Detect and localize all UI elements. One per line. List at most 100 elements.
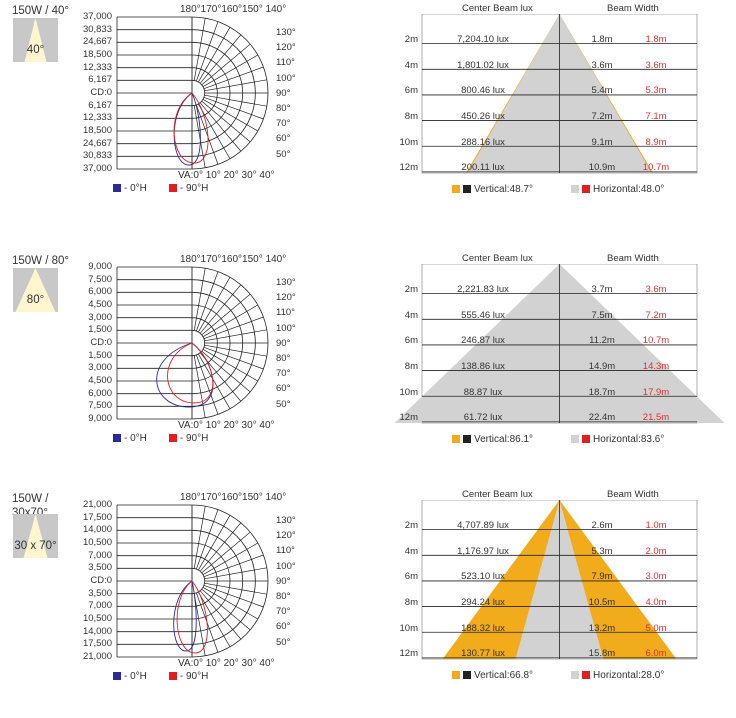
center-lux-value: 555.46 lux (461, 309, 505, 321)
polar-spoke (203, 347, 264, 370)
polar-spoke (203, 316, 264, 339)
angle-label: 120° (276, 292, 296, 304)
polar-top-angles: 180°170°160°150° 140° (180, 254, 287, 265)
cd-tick-label: 18,500 (82, 49, 112, 60)
polar-spoke (204, 79, 267, 92)
center-lux-value: 61.72 lux (463, 412, 503, 424)
polar-spoke (196, 271, 219, 332)
polar-spoke (199, 34, 242, 84)
center-lux-value: 188.32 lux (461, 622, 505, 634)
legend-vertical-label: Vertical:66.8° (474, 670, 534, 681)
cd-tick-label: CD:0 (90, 575, 112, 586)
beam-width-vertical: 14.9m (588, 360, 616, 372)
distance-label: 2m (404, 284, 418, 295)
curve-90h (167, 342, 214, 404)
thumbnail-label: 30 x 70° (14, 540, 57, 552)
angle-label: 80° (276, 353, 291, 364)
light-cone-icon (15, 268, 56, 312)
angle-label: 110° (276, 545, 295, 557)
beam-angle-thumbnail: 40° (13, 18, 58, 62)
polar-plot (116, 504, 269, 658)
beam-diagram (421, 500, 698, 660)
center-beam-header: Center Beam lux (462, 253, 533, 264)
distance-label: 12m (399, 412, 418, 424)
polar-spoke (196, 509, 219, 570)
cd-tick-label: 4,500 (88, 375, 112, 386)
polar-spoke (202, 99, 258, 132)
cd-tick-label: 21,000 (82, 499, 112, 510)
beam-width-vertical: 7.2m (591, 110, 613, 122)
beam-width-horizontal: 1.8m (645, 34, 667, 45)
beam-width-horizontal: 10.7m (642, 335, 670, 347)
beam-width-vertical: 1.8m (591, 34, 613, 45)
center-lux-value: 800.46 lux (461, 85, 505, 97)
cd-tick-label: 10,500 (82, 613, 112, 624)
cd-tick-label: 21,000 (82, 651, 112, 662)
distance-label: 4m (404, 545, 418, 557)
angle-label: 80° (276, 591, 291, 602)
angle-label: 70° (276, 606, 291, 618)
distance-label: 12m (399, 648, 418, 660)
thumbnail-label: 40° (26, 44, 45, 56)
cd-tick-label: 4,500 (88, 299, 112, 310)
beam-width-horizontal: 1.0m (645, 520, 667, 531)
center-lux-value: 138.86 lux (461, 360, 505, 372)
beam-width-vertical: 10.9m (588, 162, 616, 174)
angle-label: 50° (276, 398, 291, 410)
legend-swatch-vertical-dark (463, 671, 471, 679)
distance-label: 2m (404, 34, 418, 45)
cd-tick-label: 7,500 (88, 400, 112, 412)
beam-width-vertical: 10.5m (588, 596, 616, 608)
cd-tick-label: 14,000 (82, 524, 112, 536)
light-cone-icon (24, 18, 47, 62)
angle-label: 110° (276, 307, 295, 319)
legend-swatch-vertical-dark (463, 185, 471, 193)
cd-tick-label: 3,000 (88, 311, 112, 323)
cd-tick-label: 14,000 (82, 625, 112, 637)
cd-tick-label: 9,000 (88, 261, 112, 272)
cd-tick-label: 17,500 (82, 511, 112, 523)
legend-swatch-90h (168, 672, 177, 680)
legend-swatch-0h (113, 672, 121, 680)
center-beam-header: Center Beam lux (462, 489, 533, 500)
legend-swatch-vertical-fill (452, 671, 460, 679)
beam-width-horizontal: 3.0m (645, 571, 667, 583)
beam-width-vertical: 18.7m (588, 386, 616, 398)
cd-tick-label: 30,833 (82, 23, 112, 35)
polar-spoke (201, 588, 251, 631)
cd-tick-label: 12,333 (82, 112, 112, 124)
distance-label: 8m (404, 110, 418, 122)
light-cone-icon (23, 514, 48, 558)
legend-horizontal-label: Horizontal:48.0° (593, 184, 665, 195)
cd-tick-label: 6,000 (88, 286, 112, 298)
polar-block: 150W / 30x70° 30 x 70° 21,000 17,500 14,000 1… (0, 488, 736, 718)
polar-spoke (198, 353, 231, 409)
angle-label: 90° (276, 337, 291, 349)
distance-label: 6m (404, 335, 418, 347)
polar-spoke (193, 268, 206, 331)
angle-label: 90° (276, 87, 291, 99)
polar-spoke (204, 582, 267, 595)
center-lux-value: 288.16 lux (461, 136, 505, 148)
legend-swatch-vertical-fill (452, 435, 460, 443)
beam-width-vertical: 7.5m (591, 309, 613, 321)
legend-swatch-horizontal-red (582, 185, 591, 193)
polar-spoke (199, 590, 242, 640)
beam-width-vertical: 9.1m (591, 136, 613, 148)
cd-tick-label: 24,667 (82, 137, 112, 149)
cd-tick-label: 24,667 (82, 36, 112, 48)
cd-tick-label: 3,500 (88, 562, 112, 574)
angle-label: 50° (276, 636, 291, 648)
beam-width-vertical: 3.6m (591, 59, 613, 71)
polar-spoke (203, 554, 264, 577)
beam-angle-title: 150W / 80° (12, 255, 70, 267)
beam-width-horizontal: 7.2m (645, 309, 667, 321)
polar-spoke (202, 54, 258, 87)
beam-width-horizontal: 10.7m (642, 162, 670, 174)
beam-angle-title: 150W / 40° (12, 5, 70, 17)
angle-label: 60° (276, 383, 291, 395)
center-lux-value: 200.11 lux (461, 162, 505, 174)
polar-legend: - 0°H - 90°H (113, 671, 208, 682)
center-lux-value: 1,801.02 lux (457, 59, 509, 71)
curve-0h (173, 580, 197, 652)
